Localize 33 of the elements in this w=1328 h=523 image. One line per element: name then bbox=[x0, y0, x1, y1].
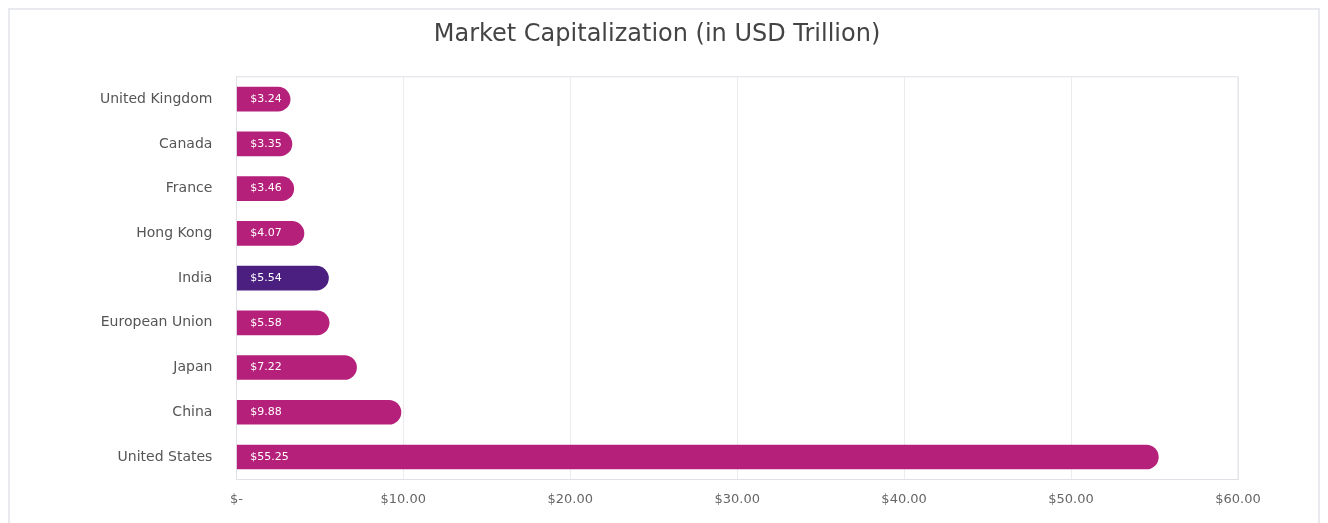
chart-title: Market Capitalization (in USD Trillion) bbox=[433, 18, 881, 47]
y-tick-label: Japan bbox=[172, 358, 213, 375]
bar bbox=[236, 310, 330, 336]
x-tick-label: $60.00 bbox=[1215, 490, 1261, 506]
data-label: $55.25 bbox=[250, 449, 289, 463]
data-label: $7.22 bbox=[250, 360, 282, 374]
bar bbox=[236, 355, 357, 380]
data-label: $3.46 bbox=[250, 181, 282, 195]
y-tick-label: France bbox=[165, 179, 213, 196]
y-tick-label: India bbox=[178, 268, 213, 285]
x-tick-label: $40.00 bbox=[881, 490, 927, 506]
data-label: $5.54 bbox=[250, 270, 282, 284]
bar bbox=[236, 176, 295, 201]
x-tick-label: $- bbox=[229, 490, 244, 506]
y-tick-label: Hong Kong bbox=[136, 224, 213, 241]
data-label: $3.24 bbox=[250, 92, 282, 106]
y-tick-label: United Kingdom bbox=[99, 89, 213, 106]
bar bbox=[236, 444, 1159, 470]
bar bbox=[236, 400, 402, 425]
y-tick-label: European Union bbox=[100, 313, 213, 330]
y-tick-label: Canada bbox=[159, 134, 213, 151]
y-tick-label: United States bbox=[117, 447, 213, 464]
x-tick-label: $20.00 bbox=[547, 490, 593, 506]
x-tick-label: $30.00 bbox=[714, 490, 760, 506]
y-tick-label: China bbox=[172, 402, 213, 419]
x-tick-label: $50.00 bbox=[1048, 490, 1094, 506]
data-label: $9.88 bbox=[250, 405, 282, 419]
x-tick-label: $10.00 bbox=[380, 490, 427, 506]
data-label: $4.07 bbox=[250, 226, 282, 240]
data-label: $3.35 bbox=[250, 136, 282, 150]
bar bbox=[236, 265, 329, 291]
data-label: $5.58 bbox=[250, 315, 282, 329]
bar bbox=[236, 221, 305, 246]
